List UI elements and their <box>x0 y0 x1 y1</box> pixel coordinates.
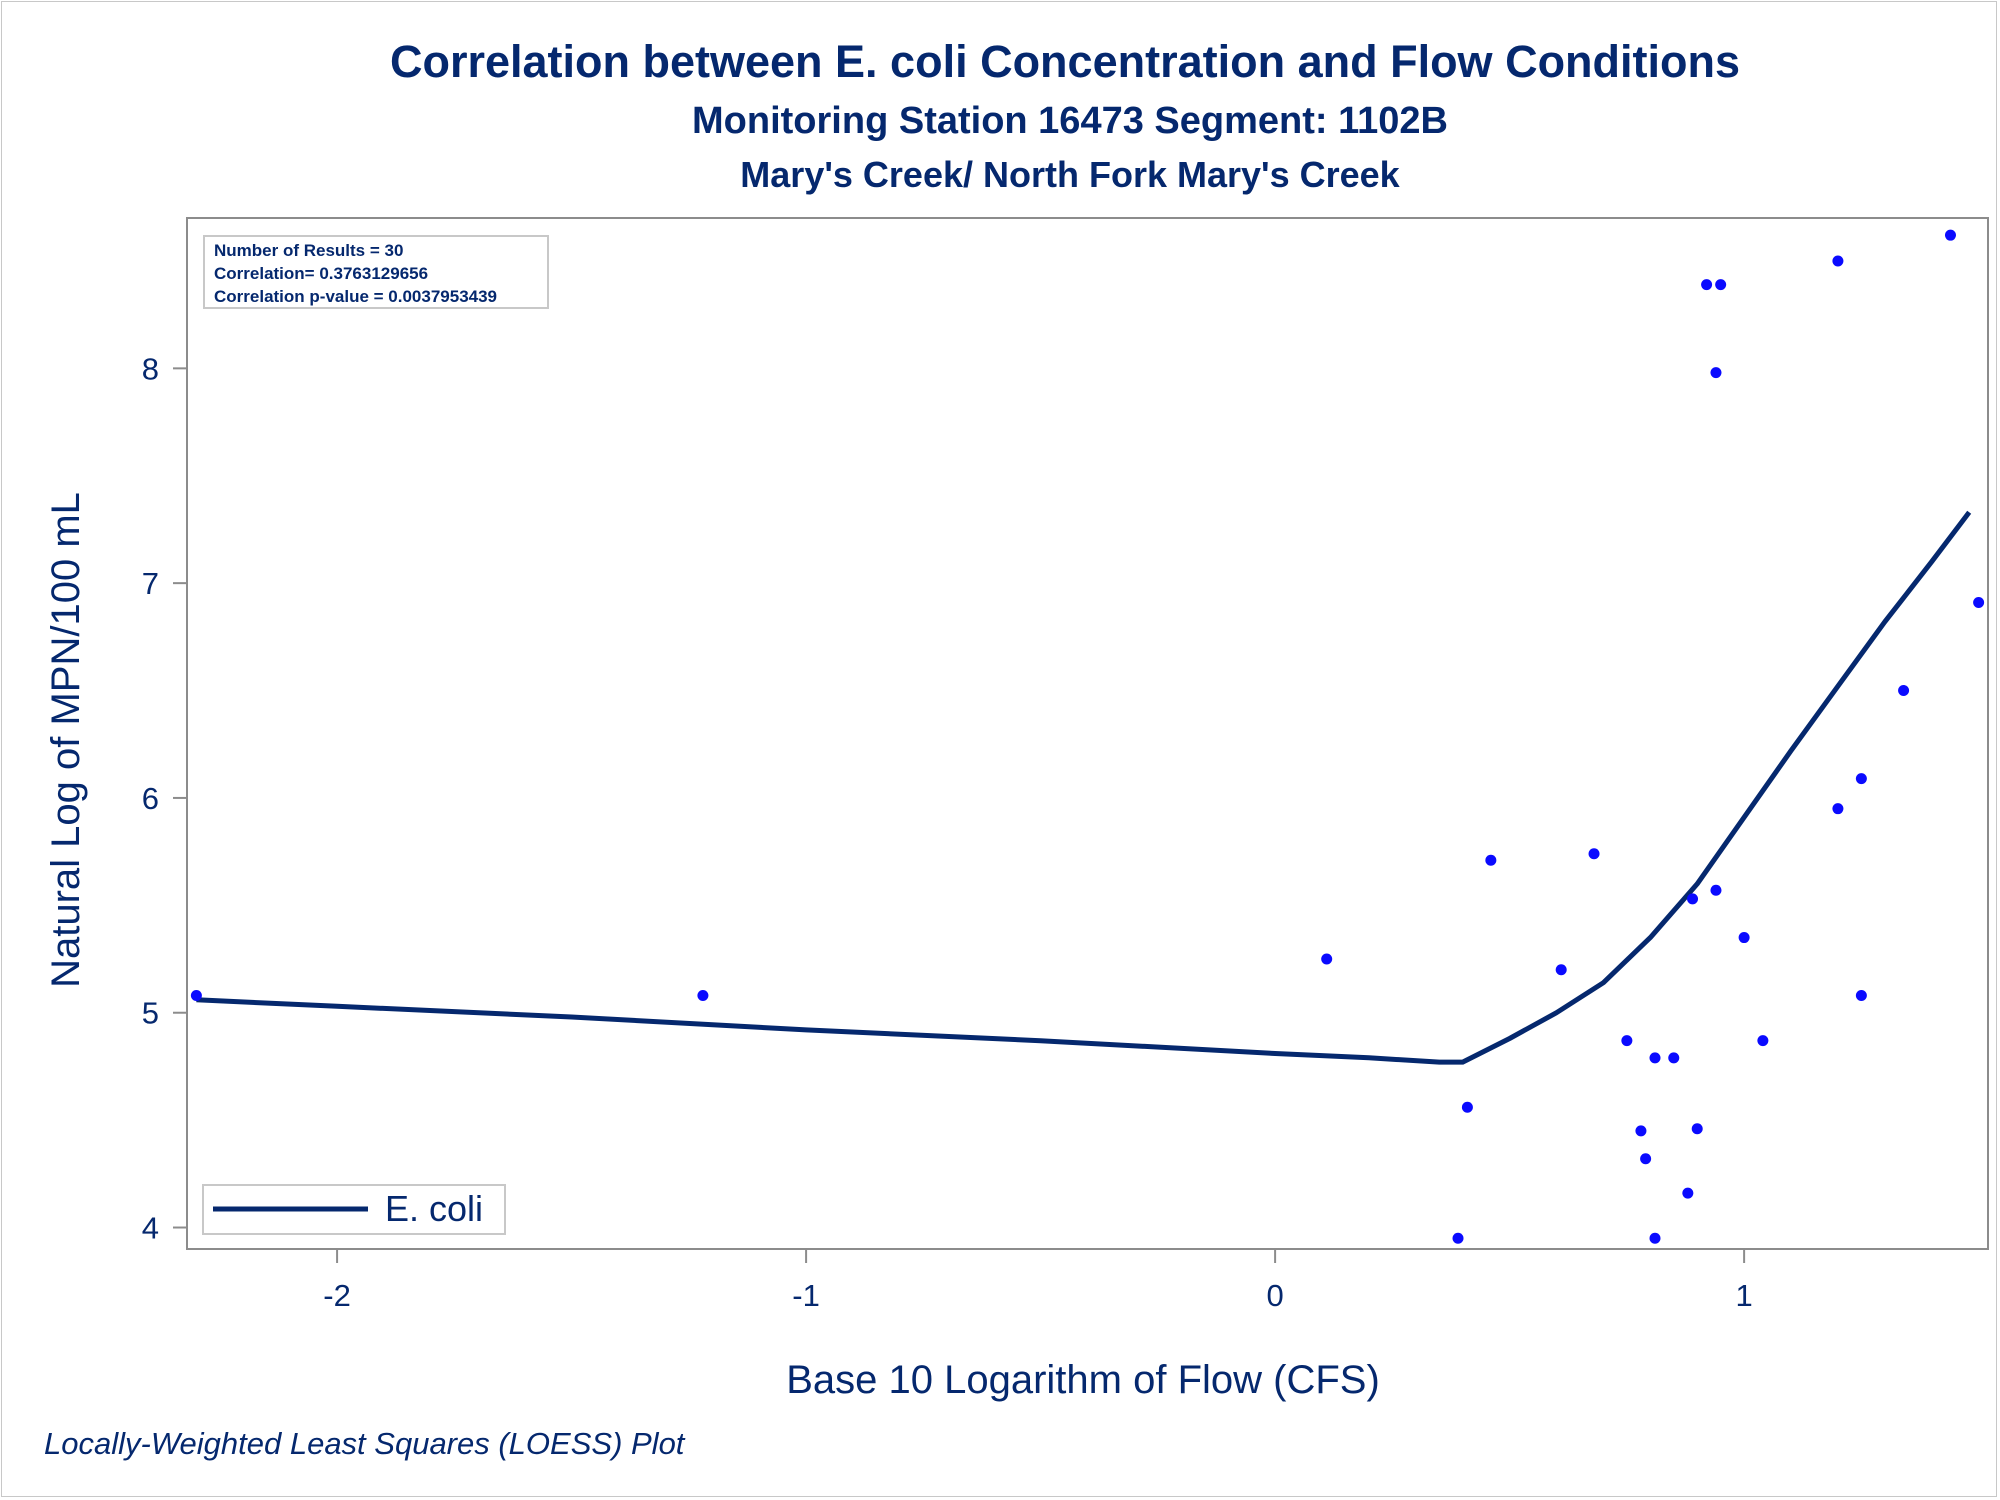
data-point <box>1832 255 1844 267</box>
y-tick-label: 6 <box>142 781 159 816</box>
legend: E. coli <box>202 1184 506 1235</box>
data-point <box>1321 953 1333 965</box>
data-point <box>1973 596 1985 608</box>
data-point <box>1710 367 1722 379</box>
y-axis-title: Natural Log of MPN/100 mL <box>44 492 88 988</box>
stats-box: Number of Results = 30 Correlation= 0.37… <box>203 235 549 309</box>
stat-p-value: Correlation p-value = 0.0037953439 <box>214 287 497 306</box>
data-point <box>1687 893 1699 905</box>
data-point <box>1738 932 1750 944</box>
stat-correlation: Correlation= 0.3763129656 <box>214 264 428 283</box>
data-point <box>1649 1052 1661 1064</box>
x-axis: -2 -1 0 1 <box>323 1249 1753 1313</box>
data-point <box>1898 685 1910 697</box>
plot-area <box>186 217 1989 1250</box>
x-tick-label: -1 <box>792 1278 820 1313</box>
chart-subtitle-2: Mary's Creek/ North Fork Mary's Creek <box>740 154 1400 195</box>
x-tick-label: 1 <box>1735 1278 1752 1313</box>
data-point <box>1461 1101 1473 1113</box>
data-point <box>1855 990 1867 1002</box>
y-tick-label: 8 <box>142 351 159 386</box>
data-point <box>1855 773 1867 785</box>
data-point <box>190 990 202 1002</box>
data-point <box>1635 1125 1647 1137</box>
stat-count: Number of Results = 30 <box>214 241 403 260</box>
data-point <box>1452 1232 1464 1244</box>
y-tick-label: 7 <box>142 566 159 601</box>
y-tick-label: 5 <box>142 996 159 1031</box>
legend-label: E. coli <box>385 1188 483 1229</box>
data-point <box>1555 964 1567 976</box>
data-point <box>1715 279 1727 291</box>
data-point <box>1832 803 1844 815</box>
data-point <box>1710 884 1722 896</box>
data-point <box>1668 1052 1680 1064</box>
data-point <box>1640 1153 1652 1165</box>
data-point <box>697 990 709 1002</box>
data-point <box>1621 1035 1633 1047</box>
data-point <box>1485 854 1497 866</box>
y-axis: 4 5 6 7 8 <box>142 351 187 1246</box>
data-points <box>190 229 1985 1244</box>
data-point <box>1701 279 1713 291</box>
data-point <box>1757 1035 1769 1047</box>
chart-title: Correlation between E. coli Concentratio… <box>389 36 1741 87</box>
y-tick-label: 4 <box>142 1211 159 1246</box>
loess-curve <box>196 510 1972 1065</box>
chart-subtitle: Monitoring Station 16473 Segment: 1102B <box>692 100 1448 142</box>
footnote: Locally-Weighted Least Squares (LOESS) P… <box>44 1426 685 1461</box>
data-point <box>1682 1187 1694 1199</box>
data-point <box>1691 1123 1703 1135</box>
x-tick-label: -2 <box>323 1278 351 1313</box>
x-axis-title: Base 10 Logarithm of Flow (CFS) <box>786 1358 1380 1402</box>
data-point <box>1588 848 1600 860</box>
data-point <box>1649 1232 1661 1244</box>
data-point <box>1944 229 1956 241</box>
x-tick-label: 0 <box>1266 1278 1283 1313</box>
